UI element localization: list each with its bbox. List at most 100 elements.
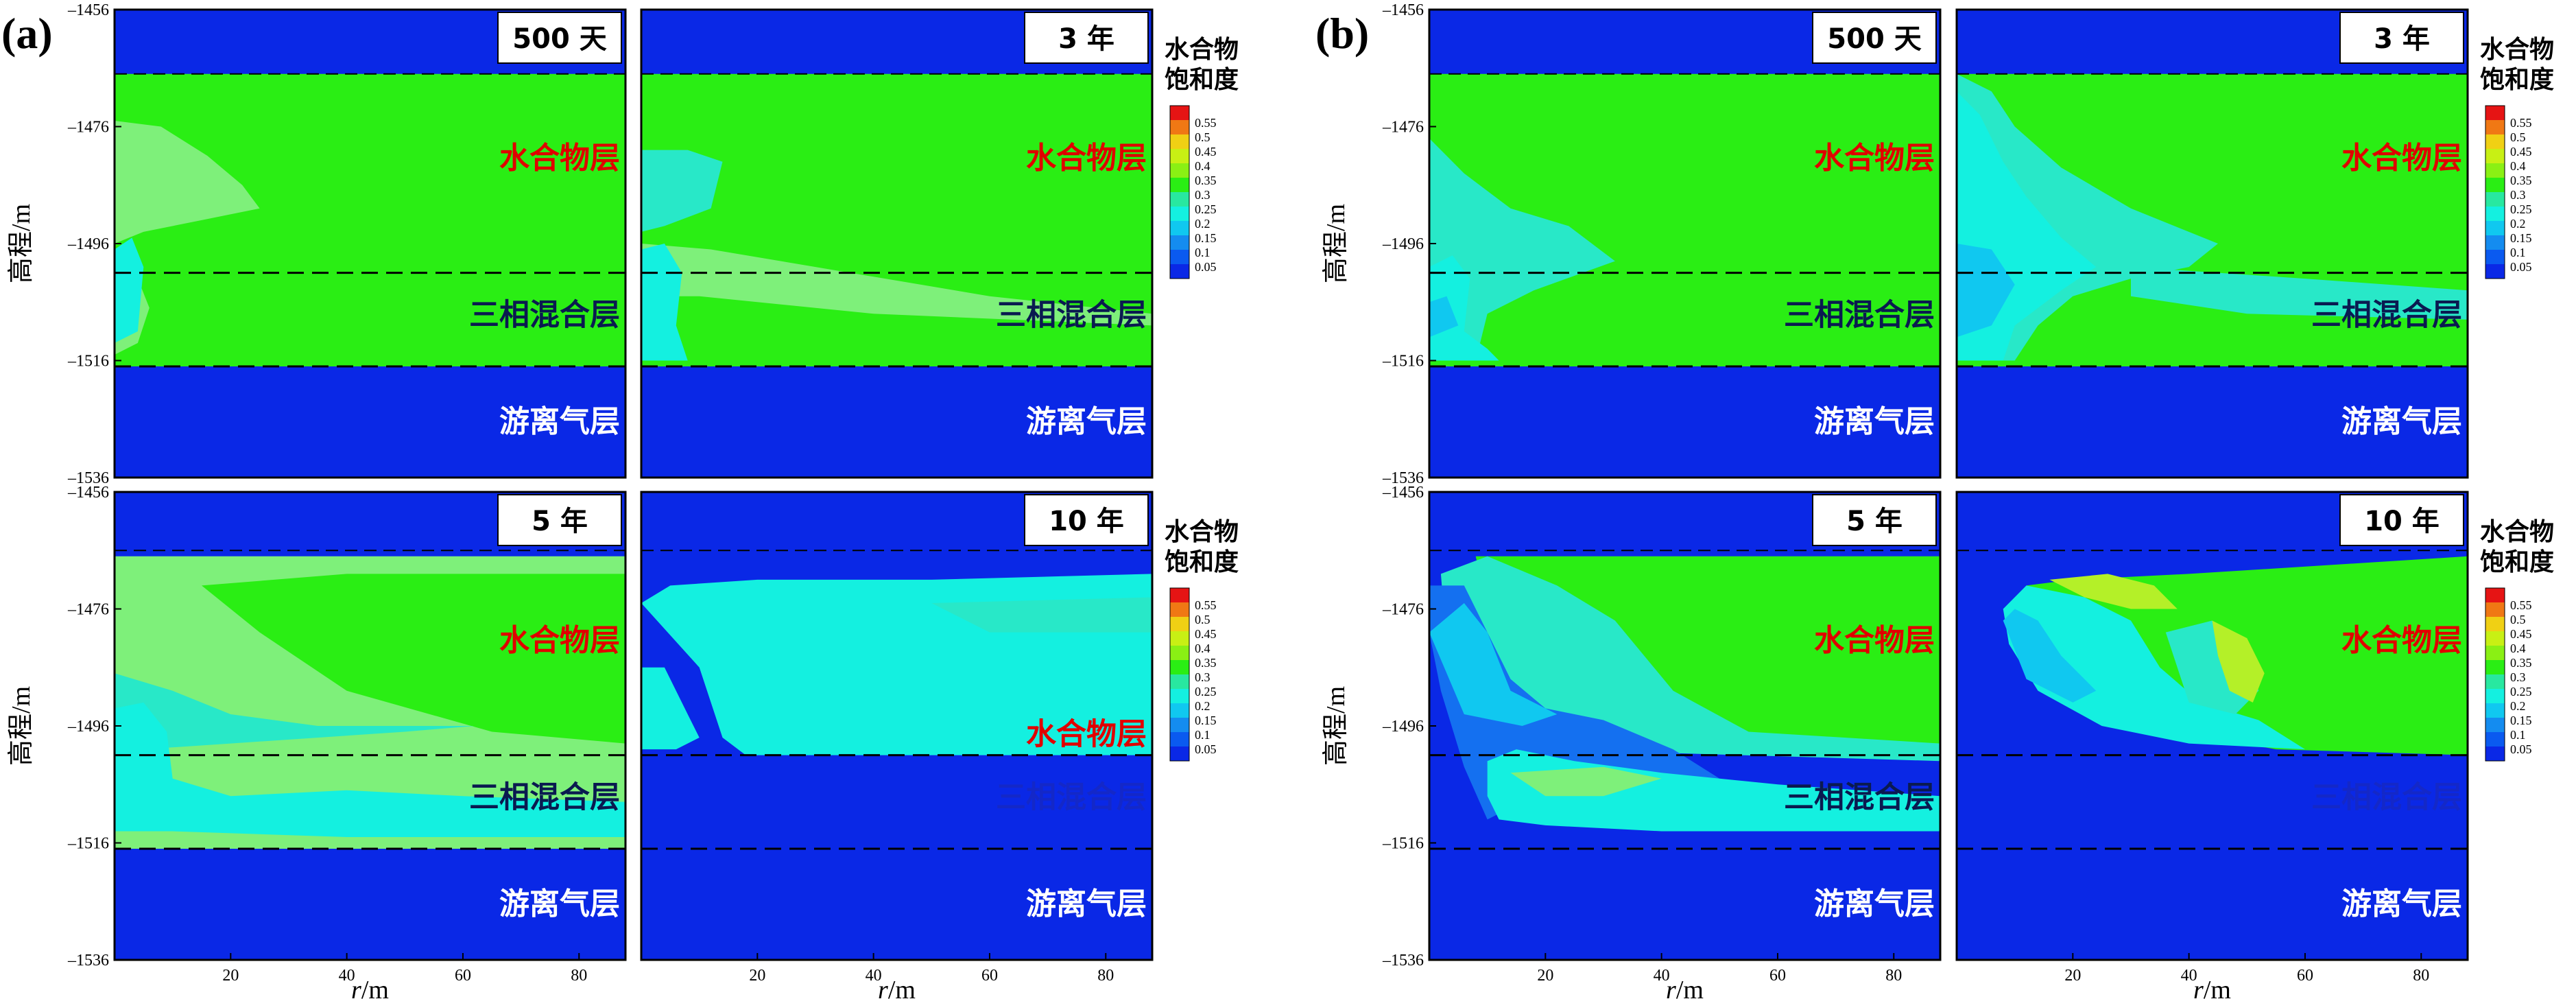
x-tick-label: 60 [455,967,471,985]
mixed-layer-label: 三相混合层 [996,297,1147,332]
saturation-region-2 [115,673,475,750]
y-tick-label: –1536 [1382,469,1424,487]
y-tick-label: –1536 [67,469,109,487]
colorbar-swatch [2485,617,2505,631]
panel-label-a: (a) [1,9,53,58]
y-tick-label: –1456 [1382,484,1424,502]
time-label-box [1812,494,1937,546]
colorbar-swatch [2485,235,2505,250]
x-tick-label: 20 [222,967,239,985]
y-tick-label: –1496 [67,718,109,736]
mixed-layer-label: 三相混合层 [469,297,620,332]
colorbar-title-line2: 饱和度 [1165,66,1239,94]
colorbar-swatch [2485,646,2505,660]
y-tick-label: –1476 [1382,601,1424,619]
colorbar-tick-label: 0.3 [2510,188,2526,202]
colorbar-tick-label: 0.35 [1195,656,1217,670]
colorbar-swatch [2485,134,2505,149]
y-tick-label: –1516 [67,353,109,371]
saturation-region-4 [2131,267,2468,320]
colorbar-tick-label: 0.1 [1195,246,1211,259]
contour-area [1957,10,2468,478]
saturation-region-2 [2003,609,2097,703]
x-axis-label-var: r [878,976,888,999]
x-axis-label-var: r [2193,976,2204,999]
colorbar-swatch [2485,207,2505,221]
colorbar-tick-label: 0.35 [1195,174,1217,187]
colorbar-tick-label: 0.1 [2510,728,2526,742]
saturation-region-1 [202,574,625,744]
x-tick-label: 60 [981,967,998,985]
saturation-region-3 [1957,244,2015,338]
plot-panels: 500 天水合物层三相混合层游离气层–1456–1476–1496–1516–1… [7,1,2554,999]
colorbar-tick-label: 0.2 [1195,699,1211,713]
colorbar-frame [2485,587,2505,762]
mixed-layer-label: 三相混合层 [2311,297,2462,332]
colorbar-swatch [1170,264,1189,279]
colorbar-swatch [1170,689,1189,703]
time-label: 5 年 [1846,506,1903,537]
y-tick-label: –1456 [67,484,109,502]
mixed-layer-label: 三相混合层 [2311,779,2462,814]
time-label: 500 天 [512,23,606,55]
colorbar-swatch [2485,106,2505,120]
colorbar-tick-label: 0.05 [1195,742,1217,756]
colorbar-tick-label: 0.1 [1195,728,1211,742]
time-label: 10 年 [1049,506,1124,537]
y-axis-label: 高程/m [1322,204,1350,283]
colorbar-swatch [1170,747,1189,761]
colorbar-title-line1: 水合物 [2480,36,2554,64]
colorbar-swatch [2485,250,2505,264]
time-label: 5 年 [532,506,588,537]
y-axis-label: 高程/m [7,204,36,283]
colorbar-tick-label: 0.35 [2510,174,2532,187]
colorbar-swatch [2485,221,2505,235]
y-tick-label: –1456 [67,1,109,19]
colorbar-tick-label: 0.25 [1195,202,1217,216]
colorbar-tick-label: 0.2 [1195,217,1211,231]
saturation-region-1 [1429,138,1615,361]
saturation-region-3 [1429,296,1459,338]
colorbar-tick-label: 0.5 [1195,613,1211,626]
y-tick-label: –1516 [67,835,109,853]
hydrate-layer-label: 水合物层 [1026,141,1147,176]
colorbar-tick-label: 0.55 [1195,116,1217,130]
colorbar-tick-label: 0.25 [2510,685,2532,698]
colorbar-tick-label: 0.45 [2510,627,2532,641]
hydrate-layer-label: 水合物层 [1814,623,1935,658]
colorbar-tick-label: 0.1 [2510,246,2526,259]
colorbar-tick-label: 0.05 [2510,260,2532,274]
y-tick-label: –1516 [1382,353,1424,371]
colorbar-swatch [2485,163,2505,178]
x-axis-label-unit: /m [2204,976,2231,999]
free-gas-layer-label: 游离气层 [499,404,620,439]
saturation-region-1 [2003,585,2305,750]
y-tick-label: –1496 [1382,235,1424,253]
saturation-region-3 [1429,603,1558,726]
colorbar-swatch [2485,602,2505,617]
colorbar-frame [2485,105,2505,279]
time-label: 500 天 [1827,23,1921,55]
x-axis-label-var: r [1666,976,1676,999]
x-tick-label: 60 [1769,967,1786,985]
free-gas-layer-label: 游离气层 [2341,404,2462,439]
colorbar-tick-label: 0.2 [2510,217,2526,231]
y-tick-label: –1476 [67,119,109,137]
saturation-region-5 [1510,766,1662,797]
colorbar-title-line2: 饱和度 [2480,66,2554,94]
x-tick-label: 20 [749,967,765,985]
colorbar-tick-label: 0.5 [1195,130,1211,144]
y-tick-label: –1476 [1382,119,1424,137]
x-axis-label-unit: /m [888,976,916,999]
hydrate-layer-label: 水合物层 [499,623,620,658]
x-tick-label: 20 [2064,967,2081,985]
saturation-region-3 [115,702,625,837]
time-label: 3 年 [2374,23,2430,55]
contour-area [115,492,625,960]
colorbar-swatch [1170,617,1189,631]
